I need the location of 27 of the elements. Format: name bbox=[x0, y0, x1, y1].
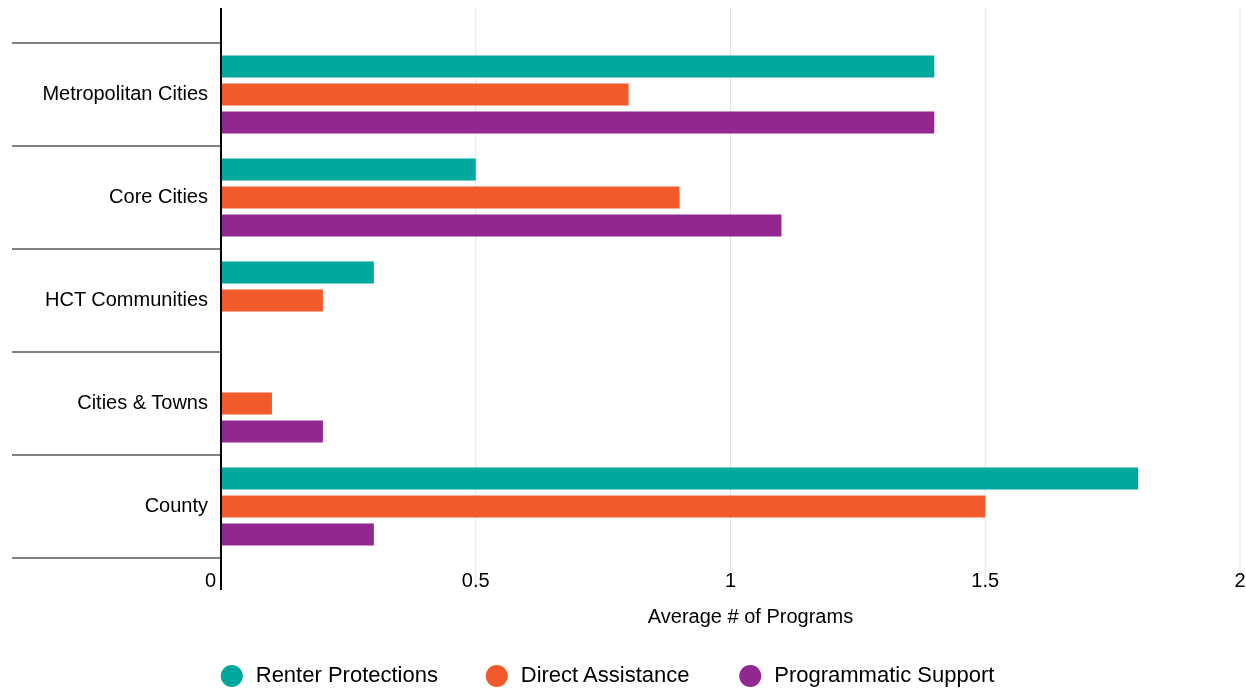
y-tick-label: Metropolitan Cities bbox=[42, 81, 208, 104]
bar bbox=[221, 392, 272, 415]
y-tick-label: Core Cities bbox=[109, 184, 208, 207]
x-tick-label: 0 bbox=[204, 569, 216, 591]
y-tick-label: Cities & Towns bbox=[77, 390, 208, 413]
bar bbox=[221, 523, 374, 546]
legend-label: Renter Protections bbox=[255, 661, 438, 687]
legend-label: Direct Assistance bbox=[520, 661, 690, 687]
bar bbox=[221, 495, 986, 518]
legend-label: Programmatic Support bbox=[774, 661, 995, 687]
bar bbox=[221, 186, 680, 209]
x-axis-title: Average # of Programs bbox=[647, 605, 854, 627]
x-tick-label: 1 bbox=[724, 569, 737, 591]
bar bbox=[221, 261, 374, 284]
bar bbox=[221, 467, 1139, 490]
bar bbox=[221, 55, 935, 78]
x-tick-label: 2 bbox=[1234, 569, 1246, 591]
x-tick-label: 1.5 bbox=[971, 569, 1000, 591]
bar bbox=[221, 83, 629, 106]
bar bbox=[221, 111, 935, 134]
bar bbox=[221, 214, 782, 237]
y-tick-label: HCT Communities bbox=[45, 287, 208, 310]
bar bbox=[221, 289, 323, 312]
bar bbox=[221, 420, 323, 443]
x-tick-label: 0.5 bbox=[461, 569, 490, 591]
y-tick-label: County bbox=[144, 493, 208, 516]
bar bbox=[221, 158, 476, 181]
